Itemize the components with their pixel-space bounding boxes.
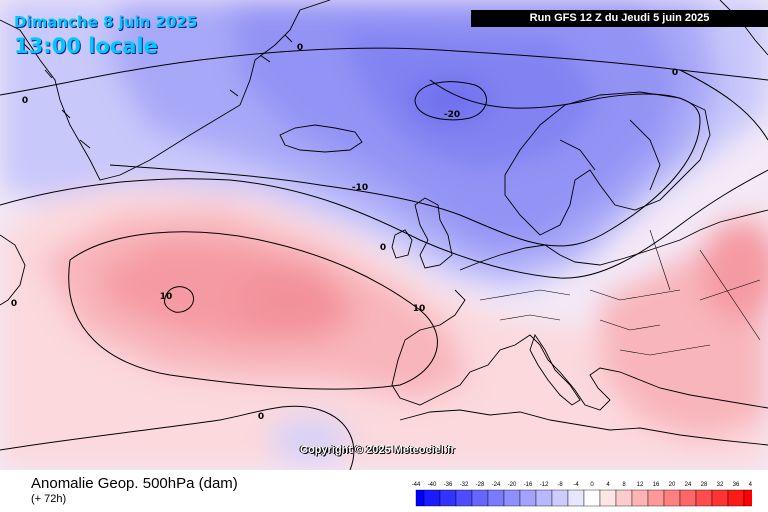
- contour-lines: [0, 47, 768, 470]
- contour-minus20-low: [414, 81, 487, 121]
- contour-zero-east: [679, 69, 768, 141]
- legend-label: -36: [444, 482, 453, 488]
- legend-swatch: [415, 489, 425, 507]
- forecast-date: Dimanche 8 juin 2025: [14, 13, 198, 31]
- iceland-coast: [279, 124, 363, 153]
- greenland-coast: [0, 0, 331, 181]
- legend-labels: -44 -40 -36 -32 -28 -24 -20 -16 -12 -8 -4 0 4 8 12 16 20…: [412, 482, 752, 488]
- legend-label: 40: [749, 482, 752, 488]
- legend-label: 24: [685, 482, 692, 488]
- label-minus20: -20: [444, 110, 460, 120]
- contour-minus10: [109, 79, 701, 247]
- legend-swatch: [615, 489, 633, 507]
- legend-swatch: [711, 489, 729, 507]
- legend-label: -28: [476, 482, 485, 488]
- parameter-title: Anomalie Geop. 500hPa (dam): [31, 475, 238, 492]
- coastlines: [0, 0, 768, 446]
- legend-swatch: [519, 489, 537, 507]
- legend-swatch: [535, 489, 553, 507]
- legend-label: -32: [460, 482, 469, 488]
- legend-label: -24: [492, 482, 501, 488]
- contour-zero-mid: [0, 169, 768, 279]
- legend-label: 36: [733, 482, 740, 488]
- copyright-notice: Copyright © 2025 Meteociel.fr: [300, 444, 455, 456]
- legend-swatch: [647, 489, 665, 507]
- british-isles-coast: [414, 197, 453, 269]
- europe-coast: [459, 209, 768, 271]
- legend-label: -4: [573, 482, 579, 488]
- forecast-local-time: 13:00 locale: [14, 34, 158, 58]
- legend-label: -12: [540, 482, 549, 488]
- label-0-north: 0: [672, 68, 678, 78]
- contour-plus10: [68, 231, 438, 390]
- legend-swatch: [487, 489, 505, 507]
- lead-time: (+ 72h): [31, 493, 67, 505]
- legend-label: 16: [653, 482, 660, 488]
- legend-label: -44: [412, 482, 421, 488]
- legend-label: 8: [622, 482, 626, 488]
- legend-label: -40: [428, 482, 437, 488]
- legend-swatch: [663, 489, 681, 507]
- contour-zero-north: [0, 47, 768, 96]
- label-0-ireland: 0: [380, 243, 386, 253]
- legend-swatch: [583, 489, 601, 507]
- legend-label: -16: [524, 482, 533, 488]
- legend-label: 28: [701, 482, 708, 488]
- anomaly-field: [0, 0, 768, 470]
- legend-swatch: [695, 489, 713, 507]
- label-0-west: 0: [11, 299, 17, 309]
- legend-swatch: [631, 489, 649, 507]
- legend-swatch: [567, 489, 585, 507]
- legend-label: -20: [508, 482, 517, 488]
- color-scale-legend: -44 -40 -36 -32 -28 -24 -20 -16 -12 -8 -4 0 4 8 12 16 20…: [412, 482, 752, 507]
- legend-swatch: [599, 489, 617, 507]
- legend-swatch: [455, 489, 473, 507]
- label-10-atlantic: 10: [160, 292, 173, 302]
- contour-zero-south: [0, 405, 355, 470]
- legend-label: 32: [717, 482, 724, 488]
- legend-swatch: [503, 489, 521, 507]
- legend-swatch: [743, 489, 752, 507]
- contour-labels: 0 0 0 -20 -10 0 10 10 0 0: [11, 43, 678, 422]
- legend-swatch: [423, 489, 441, 507]
- scandinavia-coast: [504, 91, 711, 236]
- contour-plus10-center: [164, 286, 194, 313]
- legend-swatch: [727, 489, 745, 507]
- legend-swatch: [551, 489, 569, 507]
- label-0-east: 0: [297, 43, 303, 53]
- label-minus10: -10: [352, 183, 368, 193]
- legend-label: 12: [637, 482, 644, 488]
- canada-coast: [0, 234, 26, 306]
- legend-label: 0: [590, 482, 594, 488]
- geopotential-anomaly-map: 0 0 0 -20 -10 0 10 10 0 0: [0, 0, 768, 470]
- model-run-banner: Run GFS 12 Z du Jeudi 5 juin 2025: [471, 10, 768, 27]
- legend-swatches: [415, 489, 752, 507]
- legend-swatch: [679, 489, 697, 507]
- label-0-azores: 0: [258, 412, 264, 422]
- legend-label: 20: [669, 482, 676, 488]
- label-0-greenland: 0: [22, 96, 28, 106]
- legend-label: -8: [557, 482, 563, 488]
- legend-label: 4: [606, 482, 610, 488]
- legend-swatch: [439, 489, 457, 507]
- legend-swatch: [471, 489, 489, 507]
- label-10-biscay: 10: [413, 304, 426, 314]
